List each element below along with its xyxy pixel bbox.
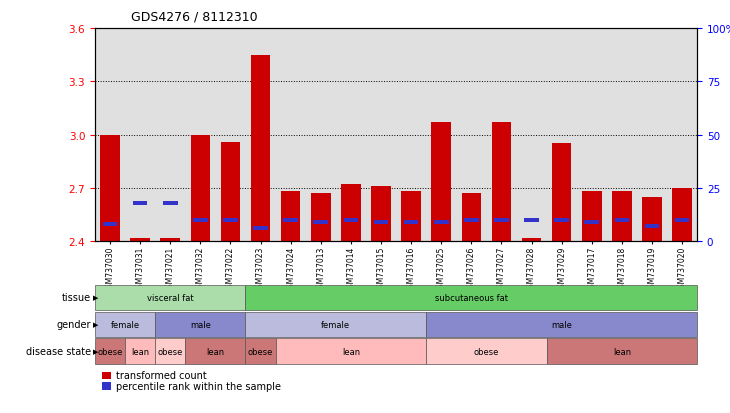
- Bar: [163, 202, 177, 205]
- Bar: [607, 29, 637, 242]
- Bar: [283, 218, 298, 222]
- Bar: [494, 218, 509, 222]
- Bar: [491, 123, 511, 242]
- Text: obese: obese: [158, 347, 183, 356]
- Text: male: male: [551, 320, 572, 329]
- Bar: [313, 221, 328, 224]
- Bar: [675, 218, 689, 222]
- Bar: [245, 29, 276, 242]
- Bar: [517, 29, 547, 242]
- Bar: [615, 218, 629, 222]
- Text: obese: obese: [474, 347, 499, 356]
- Text: transformed count: transformed count: [116, 370, 207, 380]
- Text: female: female: [110, 320, 139, 329]
- Bar: [215, 29, 245, 242]
- Bar: [185, 29, 215, 242]
- Text: disease state: disease state: [26, 347, 91, 356]
- Text: subcutaneous fat: subcutaneous fat: [435, 293, 508, 302]
- Bar: [554, 218, 569, 222]
- Bar: [130, 238, 150, 242]
- Bar: [125, 29, 155, 242]
- Text: tissue: tissue: [62, 293, 91, 303]
- Bar: [155, 29, 185, 242]
- Bar: [434, 221, 448, 224]
- Text: percentile rank within the sample: percentile rank within the sample: [116, 381, 281, 391]
- Text: GDS4276 / 8112310: GDS4276 / 8112310: [131, 10, 258, 23]
- Text: female: female: [321, 320, 350, 329]
- Text: visceral fat: visceral fat: [147, 293, 193, 302]
- Bar: [306, 29, 336, 242]
- Bar: [547, 29, 577, 242]
- Bar: [672, 188, 692, 242]
- Text: lean: lean: [342, 347, 360, 356]
- Bar: [276, 29, 306, 242]
- Bar: [133, 202, 147, 205]
- Bar: [220, 142, 240, 242]
- Bar: [431, 123, 451, 242]
- Bar: [341, 185, 361, 242]
- Bar: [456, 29, 486, 242]
- Bar: [404, 221, 418, 224]
- Text: gender: gender: [57, 320, 91, 330]
- Bar: [344, 218, 358, 222]
- Text: ▶: ▶: [93, 322, 98, 328]
- Text: ▶: ▶: [93, 349, 98, 354]
- Bar: [250, 55, 270, 242]
- Text: male: male: [190, 320, 211, 329]
- Bar: [486, 29, 517, 242]
- Bar: [582, 192, 602, 242]
- Bar: [95, 29, 125, 242]
- Text: lean: lean: [131, 347, 149, 356]
- Bar: [223, 218, 238, 222]
- Text: obese: obese: [247, 347, 273, 356]
- Bar: [161, 238, 180, 242]
- Bar: [667, 29, 697, 242]
- Bar: [191, 135, 210, 242]
- Text: lean: lean: [612, 347, 631, 356]
- Text: lean: lean: [207, 347, 224, 356]
- Text: obese: obese: [97, 347, 123, 356]
- Bar: [100, 135, 120, 242]
- Bar: [552, 144, 572, 242]
- Bar: [524, 218, 539, 222]
- Bar: [585, 221, 599, 224]
- Bar: [464, 218, 479, 222]
- Bar: [311, 194, 331, 242]
- Bar: [253, 227, 268, 231]
- Bar: [426, 29, 456, 242]
- Bar: [577, 29, 607, 242]
- Bar: [645, 225, 659, 229]
- Bar: [402, 192, 421, 242]
- Bar: [103, 223, 118, 227]
- Bar: [366, 29, 396, 242]
- Bar: [461, 194, 481, 242]
- Bar: [281, 192, 301, 242]
- Bar: [374, 221, 388, 224]
- Bar: [637, 29, 667, 242]
- Bar: [193, 218, 207, 222]
- Bar: [371, 187, 391, 242]
- Bar: [336, 29, 366, 242]
- Bar: [522, 238, 542, 242]
- Bar: [396, 29, 426, 242]
- Bar: [642, 197, 662, 242]
- Bar: [612, 192, 631, 242]
- Text: ▶: ▶: [93, 295, 98, 301]
